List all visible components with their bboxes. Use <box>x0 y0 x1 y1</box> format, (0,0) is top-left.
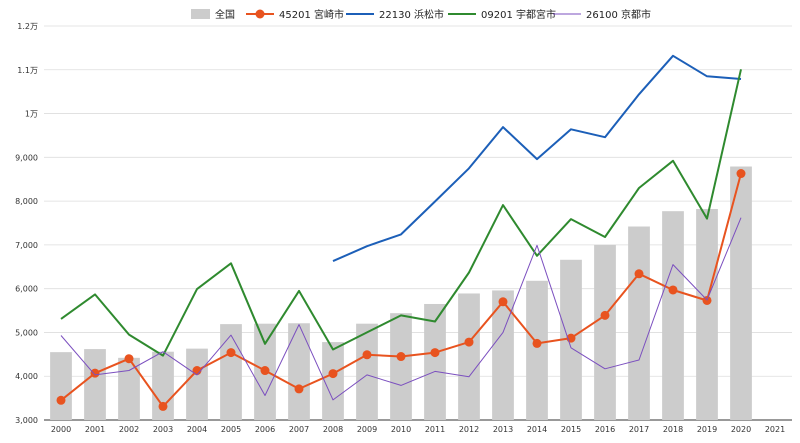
y-tick-label: 7,000 <box>15 241 38 250</box>
bar-zenkoku <box>118 357 140 420</box>
series-point-1 <box>532 338 542 348</box>
x-tick-label: 2016 <box>595 425 615 434</box>
x-tick-label: 2005 <box>221 425 241 434</box>
x-tick-label: 2018 <box>663 425 683 434</box>
series-point-1 <box>396 352 406 362</box>
series-point-1 <box>464 337 474 347</box>
bar-zenkoku <box>322 342 344 420</box>
x-tick-label: 2006 <box>255 425 275 434</box>
legend: 全国 45201 宮崎市 22130 浜松市 09201 宇都宮市 26100 京都市 <box>191 8 651 21</box>
x-tick-label: 2020 <box>731 425 751 434</box>
x-tick-label: 2009 <box>357 425 377 434</box>
series-point-1 <box>90 368 100 378</box>
series-line-3 <box>60 69 742 357</box>
bar-zenkoku <box>526 280 548 420</box>
series-point-1 <box>56 395 66 405</box>
series-point-1 <box>498 297 508 307</box>
x-tick-label: 2015 <box>561 425 581 434</box>
y-tick-label: 4,000 <box>15 372 38 381</box>
legend-label: 26100 京都市 <box>586 8 651 21</box>
y-tick-label: 1万 <box>25 110 38 119</box>
bar-zenkoku <box>50 352 72 420</box>
x-axis-ticks: 2000 2001 2002 2003 2004 2005 2006 2007 2008 2009… <box>51 425 785 434</box>
bar-zenkoku <box>186 348 208 420</box>
series-point-1 <box>294 384 304 394</box>
series-point-1 <box>158 401 168 411</box>
series-point-1 <box>600 310 610 320</box>
legend-label: 22130 浜松市 <box>379 8 444 21</box>
y-tick-label: 1.2万 <box>17 22 38 31</box>
series-point-1 <box>328 369 338 379</box>
y-tick-label: 5,000 <box>15 328 38 337</box>
x-tick-label: 2011 <box>425 425 445 434</box>
bar-zenkoku <box>594 244 616 420</box>
bar-zenkoku <box>458 293 480 420</box>
bar-series <box>50 166 752 420</box>
bar-zenkoku <box>288 323 310 420</box>
x-tick-label: 2014 <box>527 425 547 434</box>
y-tick-label: 3,000 <box>15 416 38 425</box>
bar-zenkoku <box>628 226 650 420</box>
y-tick-label: 1.1万 <box>17 66 38 75</box>
y-tick-label: 8,000 <box>15 197 38 206</box>
series-point-1 <box>634 269 644 279</box>
x-tick-label: 2000 <box>51 425 71 434</box>
legend-swatch-marker <box>255 9 265 19</box>
bar-zenkoku <box>356 323 378 420</box>
series-point-1 <box>124 354 134 364</box>
x-tick-label: 2004 <box>187 425 207 434</box>
line-series <box>56 54 746 411</box>
bar-zenkoku <box>424 303 446 420</box>
series-point-1 <box>260 366 270 376</box>
x-tick-label: 2002 <box>119 425 139 434</box>
x-tick-label: 2001 <box>85 425 105 434</box>
legend-label: 全国 <box>215 8 235 21</box>
x-tick-label: 2003 <box>153 425 173 434</box>
y-tick-label: 6,000 <box>15 285 38 294</box>
bar-zenkoku <box>152 351 174 420</box>
bar-zenkoku <box>390 313 412 420</box>
x-tick-label: 2007 <box>289 425 309 434</box>
bar-zenkoku <box>662 211 684 420</box>
legend-label: 45201 宮崎市 <box>279 8 344 21</box>
series-point-1 <box>430 348 440 358</box>
bar-zenkoku <box>84 349 106 420</box>
x-tick-label: 2008 <box>323 425 343 434</box>
x-tick-label: 2012 <box>459 425 479 434</box>
x-tick-label: 2019 <box>697 425 717 434</box>
x-tick-label: 2010 <box>391 425 411 434</box>
series-line-4 <box>60 217 742 401</box>
series-point-1 <box>226 348 236 358</box>
x-tick-label: 2021 <box>765 425 785 434</box>
legend-label: 09201 宇都宮市 <box>481 8 556 21</box>
x-tick-label: 2013 <box>493 425 513 434</box>
bar-zenkoku <box>696 208 718 420</box>
legend-swatch <box>191 9 210 19</box>
bar-zenkoku <box>220 324 242 420</box>
series-line-2 <box>332 54 742 263</box>
series-point-1 <box>736 169 746 179</box>
series-point-1 <box>362 350 372 360</box>
x-tick-label: 2017 <box>629 425 649 434</box>
series-point-1 <box>668 285 678 295</box>
bar-zenkoku <box>492 290 514 420</box>
y-axis-ticks: 3,000 4,000 5,000 6,000 7,000 8,000 9,000 1万 1.1… <box>15 22 38 425</box>
y-tick-label: 9,000 <box>15 153 38 162</box>
